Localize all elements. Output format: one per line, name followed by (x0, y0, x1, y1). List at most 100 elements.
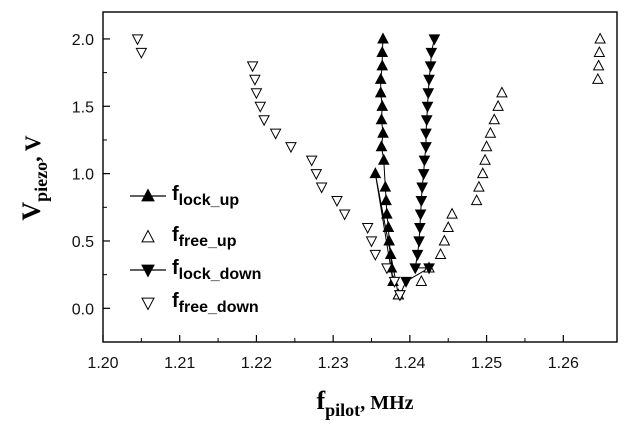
data-point-lock_up (374, 72, 387, 84)
data-point-free_up (446, 207, 458, 219)
data-point-lock_down (420, 128, 432, 140)
legend-marker-free_down (141, 297, 155, 311)
data-point-free_up (488, 113, 501, 125)
data-point-free_up (594, 32, 606, 44)
data-point-lock_up (380, 194, 392, 206)
data-point-free_down (246, 61, 259, 73)
x-tick-label: 1.20 (87, 355, 118, 372)
axes: 1.20 1.21 1.22 1.23 1.24 1.25 1.26 0.0 0.5 1.0 1.5… (72, 11, 618, 372)
data-point-free_up (470, 194, 483, 206)
y-tick-label: 0.5 (72, 234, 94, 251)
data-point-lock_down (413, 236, 425, 248)
data-point-lock_up (375, 140, 388, 152)
data-point-free_down (285, 142, 297, 154)
data-point-lock_up (375, 113, 388, 125)
legend-label-lock_down: flock_down (172, 257, 261, 283)
y-tick-label: 0.0 (72, 301, 94, 318)
data-point-lock_down (423, 263, 435, 275)
data-point-free_up (593, 45, 606, 57)
y-tick-label: 1.5 (72, 99, 94, 116)
data-point-free_down (254, 101, 267, 113)
legend-label-lock_up: flock_up (172, 183, 239, 209)
data-point-lock_up (379, 180, 392, 192)
y-tick-label: 2.0 (72, 32, 94, 49)
data-point-free_up (492, 99, 504, 111)
data-point-lock_down (400, 276, 412, 288)
data-point-free_up (591, 72, 604, 84)
data-point-free_up (480, 140, 493, 152)
data-point-free_up (473, 180, 485, 192)
data-points (131, 32, 606, 302)
data-point-free_down (250, 88, 263, 100)
data-point-free_up (479, 153, 491, 165)
x-tick-label: 1.26 (548, 355, 579, 372)
data-point-lock_down (409, 263, 422, 275)
data-point-lock_up (381, 207, 393, 219)
legend-marker-free_up (141, 229, 155, 243)
data-point-free_up (496, 86, 508, 98)
x-tick-label: 1.23 (318, 355, 349, 372)
data-point-lock_down (423, 74, 435, 86)
data-point-free_down (361, 222, 374, 234)
data-point-lock_down (422, 88, 435, 100)
data-point-lock_down (414, 222, 426, 234)
data-point-lock_up (377, 126, 389, 138)
data-point-lock_up (374, 86, 387, 98)
legend-label-free_up: ffree_up (172, 224, 237, 250)
data-point-lock_down (424, 61, 437, 73)
data-point-free_down (394, 290, 406, 302)
data-point-free_down (310, 169, 323, 181)
data-point-lock_up (376, 45, 389, 57)
data-point-lock_down (418, 155, 431, 167)
x-tick-label: 1.24 (394, 355, 425, 372)
data-point-free_down (331, 196, 343, 208)
y-tick-label: 1.0 (72, 167, 94, 184)
data-point-lock_down (420, 115, 433, 127)
legend-label-free_down: ffree_down (172, 290, 259, 316)
data-point-lock_down (420, 142, 432, 154)
data-point-lock_up (377, 153, 390, 165)
data-point-free_up (438, 234, 451, 246)
data-point-free_up (442, 221, 455, 233)
legend-marker-lock_down (141, 264, 155, 278)
data-point-free_down (258, 115, 270, 127)
data-point-lock_down (425, 47, 438, 59)
data-point-free_down (388, 276, 401, 288)
data-point-lock_down (428, 34, 441, 46)
data-point-lock_down (414, 209, 427, 221)
data-point-free_down (369, 249, 382, 261)
data-point-lock_up (376, 99, 389, 111)
data-point-lock_up (376, 59, 389, 71)
data-point-free_up (484, 126, 497, 138)
data-point-free_down (135, 47, 148, 59)
x-tick-label: 1.21 (164, 355, 195, 372)
x-tick-label: 1.22 (241, 355, 272, 372)
data-point-lock_down (417, 169, 430, 181)
data-point-free_up (476, 167, 489, 179)
data-point-lock_up (369, 167, 382, 179)
x-tick-label: 1.25 (471, 355, 502, 372)
data-point-lock_down (411, 249, 424, 261)
data-point-lock_up (384, 247, 397, 259)
data-point-lock_up (377, 32, 389, 44)
data-point-lock_down (416, 182, 428, 194)
data-point-free_down (305, 155, 318, 167)
data-point-lock_down (421, 101, 434, 113)
data-point-free_down (338, 209, 351, 221)
y-axis-title: Vpiezo, V (17, 135, 51, 220)
data-point-lock_up (382, 221, 395, 233)
plot-frame (102, 11, 618, 343)
data-point-free_up (434, 247, 447, 259)
data-point-free_up (592, 59, 605, 71)
legend: flock_up ffree_up flock_down ffree_down (130, 183, 261, 316)
data-point-free_down (269, 128, 282, 140)
data-point-free_down (365, 236, 378, 248)
data-point-lock_up (383, 234, 395, 246)
legend-marker-lock_up (141, 188, 155, 202)
data-point-lock_down (415, 196, 428, 208)
x-axis-title: fpilot, MHz (317, 386, 414, 420)
data-point-free_down (249, 74, 261, 86)
data-point-free_down (131, 34, 144, 46)
data-point-free_down (315, 182, 328, 194)
